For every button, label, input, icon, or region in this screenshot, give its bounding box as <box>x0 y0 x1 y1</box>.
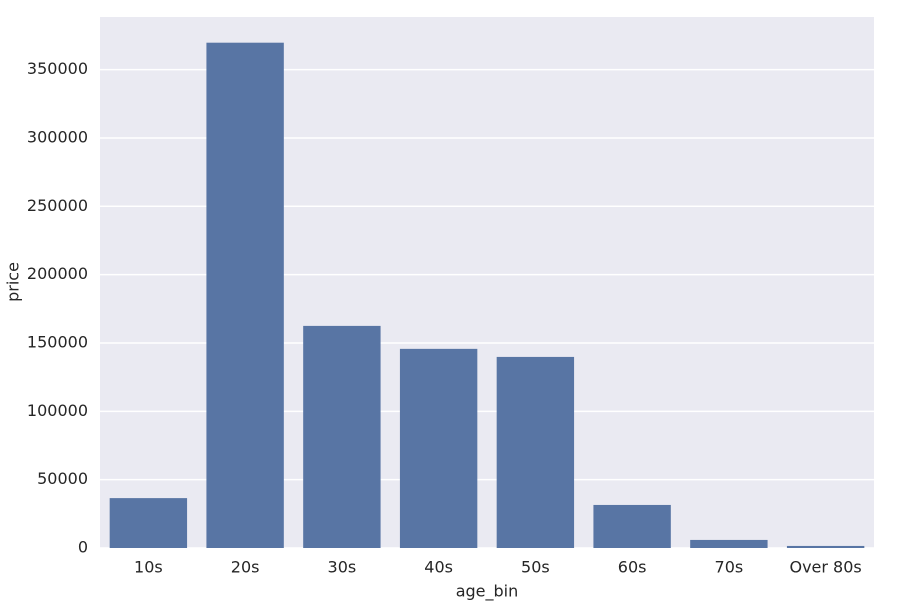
bar <box>593 504 671 548</box>
y-tick-label: 250000 <box>27 196 88 215</box>
x-axis-label: age_bin <box>456 582 519 602</box>
bar <box>690 539 768 548</box>
x-tick-label: 60s <box>618 558 647 577</box>
x-tick-label: 50s <box>521 558 550 577</box>
x-tick-label: 20s <box>231 558 260 577</box>
y-tick-label: 150000 <box>27 332 88 351</box>
y-tick-label: 200000 <box>27 264 88 283</box>
y-tick-label: 100000 <box>27 401 88 420</box>
x-tick-label: 30s <box>328 558 357 577</box>
bar <box>206 42 284 549</box>
bar <box>399 348 478 548</box>
y-tick-label: 350000 <box>27 59 88 78</box>
bar <box>109 498 188 548</box>
x-tick-label: 40s <box>424 558 453 577</box>
x-tick-label: 10s <box>134 558 163 577</box>
y-tick-label: 0 <box>78 538 88 557</box>
bar <box>786 545 865 548</box>
bar <box>496 356 575 548</box>
y-tick-label: 50000 <box>37 469 88 488</box>
x-tick-label: 70s <box>715 558 744 577</box>
bar <box>303 325 381 548</box>
x-tick-label: Over 80s <box>789 558 861 577</box>
y-tick-label: 300000 <box>27 127 88 146</box>
y-axis-label: price <box>4 262 23 302</box>
